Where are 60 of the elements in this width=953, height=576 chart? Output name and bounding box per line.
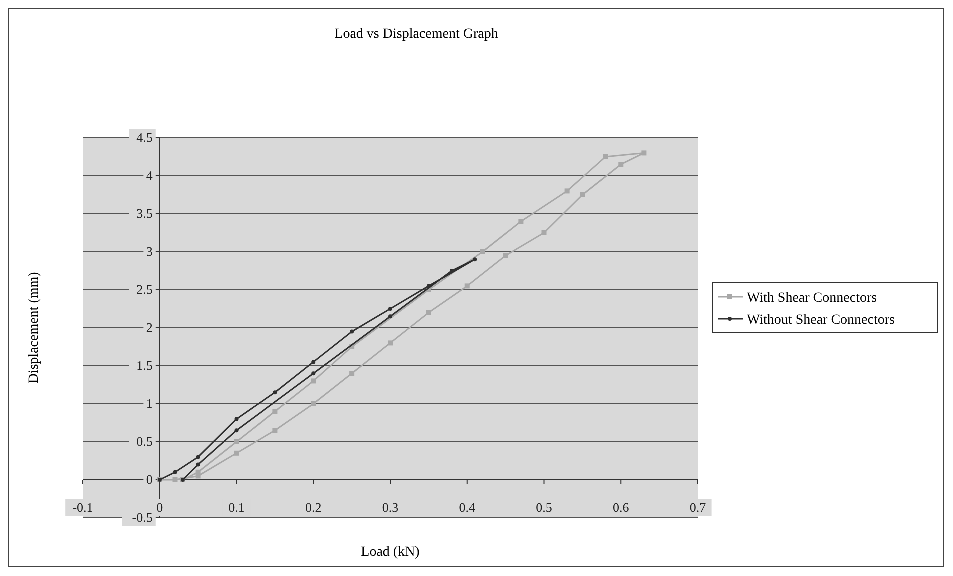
y-tick-label: 3.5 (136, 206, 153, 221)
y-tick-label: -0.5 (132, 510, 153, 525)
point (350, 330, 354, 334)
point (234, 440, 240, 444)
x-tick-label: 0.2 (306, 500, 322, 515)
point (542, 230, 547, 236)
point (173, 470, 178, 474)
legend-label: Without Shear Connectors (747, 313, 895, 328)
y-tick-label: 2.5 (136, 282, 153, 297)
x-tick-label: 0.1 (228, 500, 245, 515)
point (580, 192, 586, 198)
point (388, 314, 392, 319)
point (311, 378, 316, 384)
point (196, 470, 201, 475)
chart-title: Load vs Displacement Graph (334, 27, 498, 42)
y-tick-label: 1 (146, 396, 153, 411)
point (272, 409, 278, 414)
point (426, 310, 432, 316)
y-tick-label: 1.5 (136, 358, 153, 373)
point (642, 150, 647, 156)
legend-label: With Shear Connectors (747, 291, 878, 306)
y-axis-title: Displacement (mm) (27, 272, 42, 384)
point (473, 258, 478, 262)
x-tick-label: 0 (156, 500, 164, 515)
point (388, 307, 392, 311)
x-tick-label: 0.4 (459, 500, 476, 515)
point (311, 402, 316, 406)
point (388, 340, 393, 346)
point (618, 162, 624, 168)
point (272, 428, 278, 434)
point (450, 269, 454, 273)
point (273, 390, 278, 395)
y-tick-label: 3 (146, 244, 153, 259)
y-tick-label: 0 (146, 472, 153, 487)
point (350, 371, 355, 376)
x-tick-label: 0.6 (613, 500, 630, 515)
x-axis-title: Load (kN) (361, 545, 420, 560)
y-tick-label: 2 (146, 320, 153, 335)
point (426, 284, 431, 288)
y-tick-label: 4.5 (136, 130, 153, 145)
x-tick-label: 0.7 (690, 500, 707, 515)
point (172, 478, 178, 482)
x-tick-label: -0.1 (72, 500, 94, 515)
point (464, 284, 470, 289)
y-tick-label: 0.5 (136, 434, 153, 449)
point (503, 253, 508, 258)
point (312, 372, 316, 376)
point (518, 219, 524, 224)
point (234, 417, 239, 422)
point (196, 455, 200, 460)
point (196, 462, 200, 467)
point (603, 154, 608, 160)
point (234, 450, 240, 456)
point (234, 428, 239, 433)
y-tick-label: 4 (146, 168, 154, 183)
point (564, 188, 570, 194)
point (480, 250, 486, 254)
x-tick-label: 0.5 (536, 500, 552, 515)
point (312, 360, 316, 364)
x-tick-label: 0.3 (382, 500, 399, 515)
